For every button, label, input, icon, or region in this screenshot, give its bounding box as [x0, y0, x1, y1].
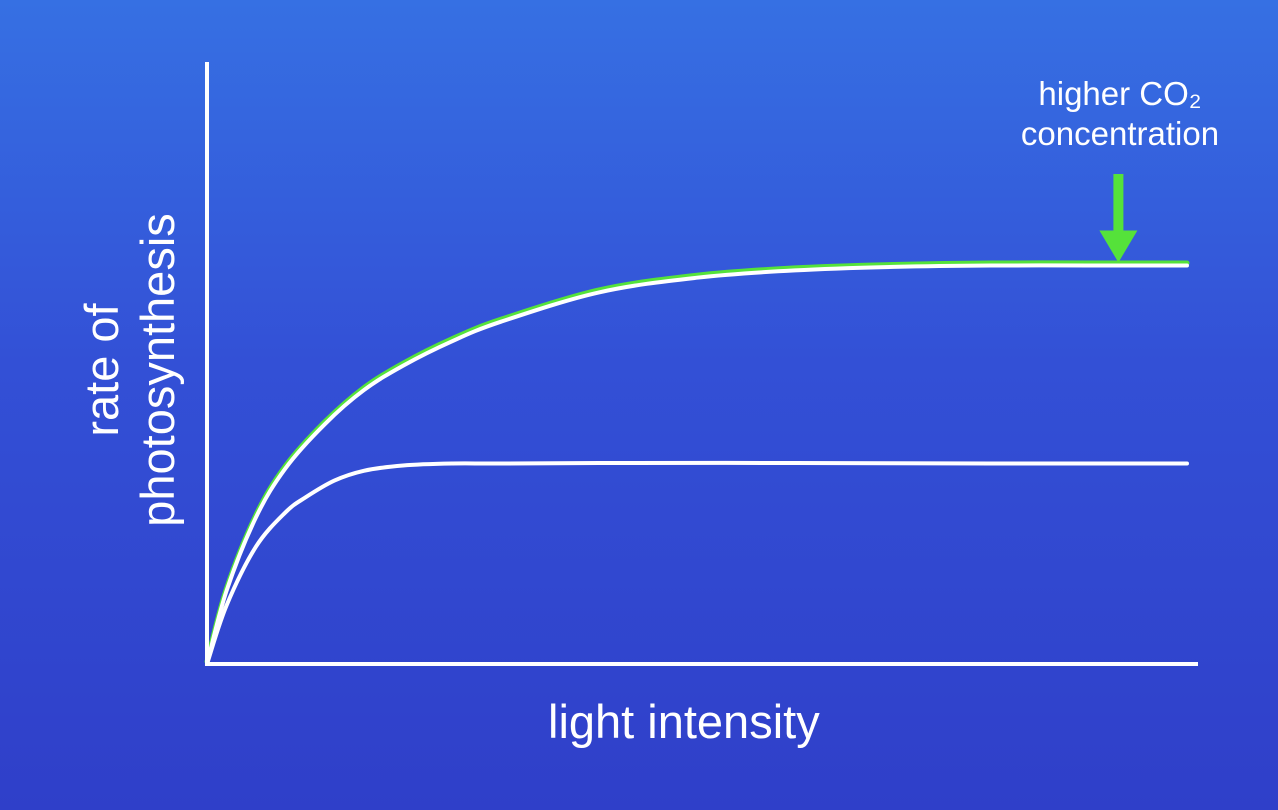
co2-annotation-label: higher CO₂ concentration: [990, 74, 1250, 154]
annotation-line-2: concentration: [1020, 115, 1220, 152]
annotation-arrow: [1099, 174, 1138, 263]
y-axis-label-line-2: photosynthesis: [131, 213, 184, 527]
series-line-1: [205, 263, 1189, 666]
y-axis-label-line-1: rate of: [75, 303, 128, 437]
annotation-line-1: higher CO₂: [1038, 75, 1202, 112]
arrow-shaft: [1113, 174, 1124, 233]
y-axis-label-area: rate of photosynthesis: [60, 150, 200, 590]
series-line-2: [205, 460, 1189, 666]
y-axis-label: rate of photosynthesis: [74, 213, 186, 527]
curves-group: [204, 260, 1190, 666]
x-axis-label: light intensity: [548, 695, 820, 748]
arrow-head: [1099, 230, 1138, 263]
